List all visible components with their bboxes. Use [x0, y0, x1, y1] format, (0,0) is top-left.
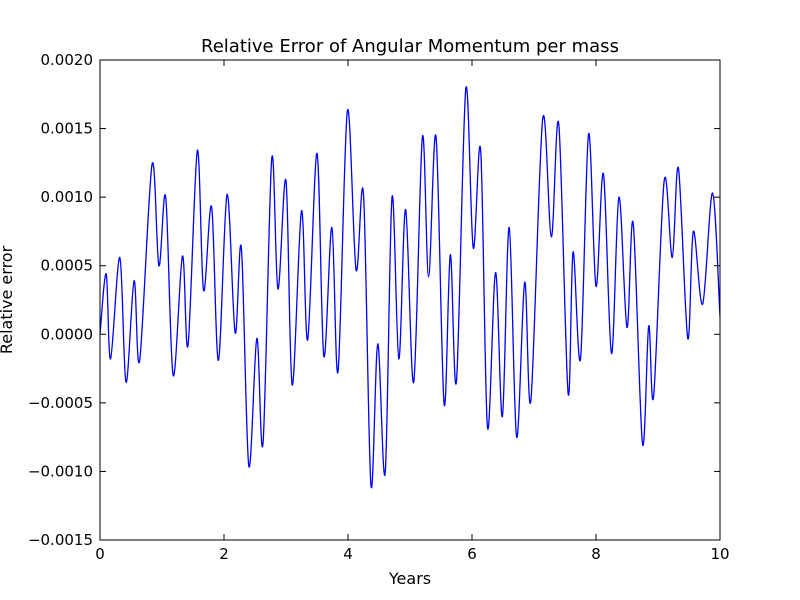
y-axis-label: Relative error — [0, 245, 16, 354]
x-axis-label: Years — [388, 569, 431, 588]
series-line-0 — [100, 86, 720, 489]
plot-frame — [99, 59, 721, 541]
x-tick-label: 4 — [343, 545, 353, 563]
y-tick-label: 0.0020 — [41, 51, 94, 69]
y-tick-label: −0.0015 — [28, 531, 93, 549]
x-tick-label: 8 — [591, 545, 601, 563]
x-tick-label: 6 — [467, 545, 477, 563]
y-tick-label: 0.0015 — [41, 120, 94, 138]
y-tick-label: −0.0010 — [28, 462, 93, 480]
y-tick-label: 0.0010 — [41, 188, 94, 206]
x-tick-label: 0 — [95, 545, 105, 563]
y-tick-label: 0.0005 — [41, 257, 94, 275]
y-tick-label: 0.0000 — [41, 325, 94, 343]
y-tick-label: −0.0005 — [28, 394, 93, 412]
chart-title: Relative Error of Angular Momentum per m… — [201, 36, 619, 57]
x-tick-label: 2 — [219, 545, 229, 563]
x-tick-label: 10 — [710, 545, 729, 563]
plot-area: 0 2 4 6 8 10 −0.0015 −0.0010 −0.0005 0.0000 0.0005… — [28, 51, 730, 563]
